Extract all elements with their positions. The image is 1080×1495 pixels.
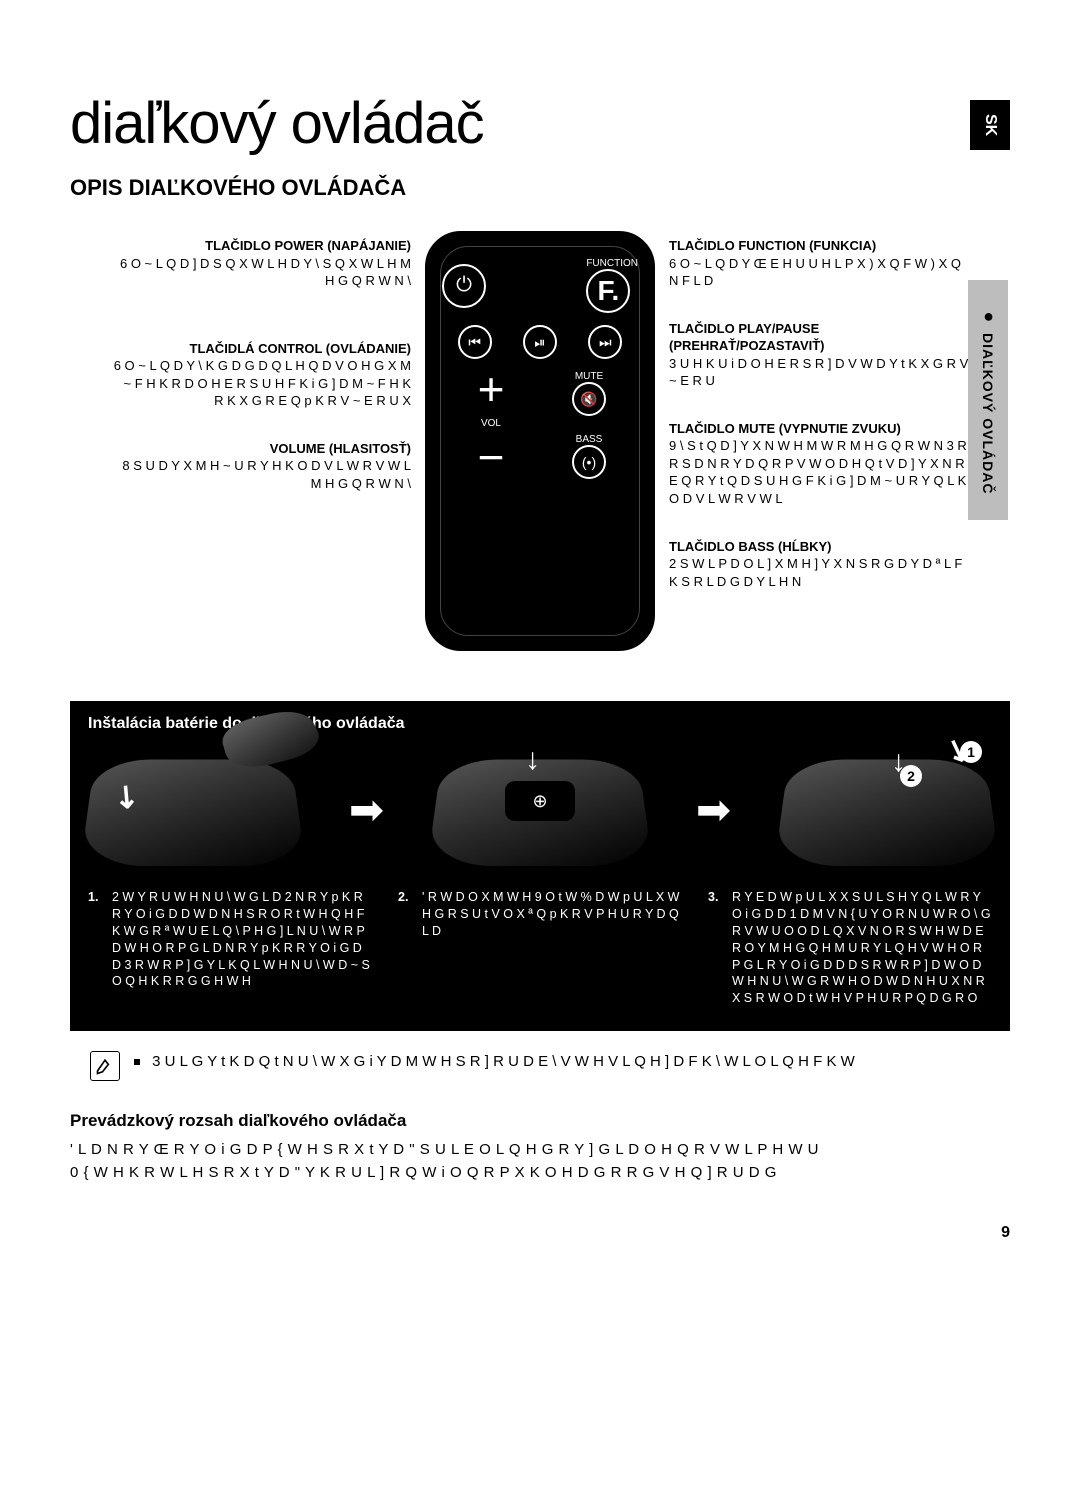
battery-title: Inštalácia batérie do diaľkového ovládač… [88,715,992,733]
callout-desc: 3 U H K U i D O H E R S R ] D V W D Y t … [669,355,969,390]
callouts-right: TLAČIDLO FUNCTION (FUNKCIA) 6 O ~ L Q D … [669,231,969,651]
mute-icon: 🔇 [572,382,606,416]
callout-desc: 2 S W L P D O L ] X M H ] Y X N S R G D … [669,555,969,590]
function-button-icon: F. [586,269,630,313]
page-number: 9 [70,1224,1010,1242]
range-line: ' L D N R Y Œ R Y O i G D P { W H S R X … [70,1139,1010,1162]
callouts-left: TLAČIDLO POWER (NAPÁJANIE) 6 O ~ L Q D ]… [111,231,411,651]
step-text: R Y E D W p U L X X S U L S H Y Q L W R … [732,889,992,1007]
arrow-icon: ➡ [349,785,384,834]
remote-diagram: TLAČIDLO POWER (NAPÁJANIE) 6 O ~ L Q D ]… [70,231,1010,651]
bullet-icon: ● [978,306,999,327]
range-section: Prevádzkový rozsah diaľkového ovládača '… [70,1111,1010,1184]
bass-icon: (•) [572,445,606,479]
side-label: ● DIAĽKOVÝ OVLÁDAČ [968,280,1008,520]
mute-label: MUTE [572,371,606,382]
play-pause-icon: ⏯ [523,325,557,359]
remote-body: ⏻ FUNCTION F. ⏮ ⏯ ⏭ + VOL − MUTE 🔇 [425,231,655,651]
step-text: ' R W D O X M W H 9 O t W % D W p U L X … [422,889,682,940]
bass-label: BASS [572,434,606,445]
step-num: 1. [88,889,104,990]
lang-tab: SK [970,100,1010,150]
callout-heading: TLAČIDLO PLAY/PAUSE (PREHRAŤ/POZASTAVIŤ) [669,320,969,355]
callout-heading: TLAČIDLO POWER (NAPÁJANIE) [111,237,411,255]
callout-desc: 6 O ~ L Q D Y Œ E H U U H L P X ) X Q F … [669,255,969,290]
step-text: 2 W Y R U W H N U \ W G L D 2 N R Y p K … [112,889,372,990]
section-title: OPIS DIAĽKOVÉHO OVLÁDAČA [70,175,1010,201]
device-step-1: ↘ [88,749,298,869]
range-line: 0 { W H K R W L H S R X t Y D " Y K R U … [70,1162,1010,1185]
callout-heading: TLAČIDLÁ CONTROL (OVLÁDANIE) [111,340,411,358]
callout-desc: 6 O ~ L Q D Y \ K G D G D Q L H Q D V O … [111,357,411,410]
callout-heading: VOLUME (HLASITOSŤ) [111,440,411,458]
range-title: Prevádzkový rozsah diaľkového ovládača [70,1111,1010,1131]
step-num: 2. [398,889,414,940]
note-icon [90,1051,120,1081]
next-icon: ⏭ [588,325,622,359]
battery-steps: 1. 2 W Y R U W H N U \ W G L D 2 N R Y p… [88,889,992,1011]
step-num: 3. [708,889,724,1007]
function-label: FUNCTION [586,258,638,269]
note: 3 U L G Y t K D Q t N U \ W X G i Y D M … [90,1051,1010,1081]
callout-desc: 9 \ S t Q D ] Y X N W H M W R M H G Q R … [669,437,969,507]
prev-icon: ⏮ [458,325,492,359]
power-icon: ⏻ [442,264,486,308]
device-step-3: 1 2 ↘ ↓ [782,749,992,869]
vol-up-icon: + [478,371,505,408]
vol-label: VOL [481,418,501,429]
callout-heading: TLAČIDLO BASS (HĹBKY) [669,538,969,556]
battery-diagram: ↘ ➡ ⊕ ↓ ➡ 1 2 ↘ ↓ [88,749,992,869]
callout-desc: 6 O ~ L Q D ] D S Q X W L H D Y \ S Q X … [111,255,411,290]
arrow-icon: ➡ [696,785,731,834]
bullet-icon [134,1059,140,1065]
note-text: 3 U L G Y t K D Q t N U \ W X G i Y D M … [152,1053,855,1070]
callout-heading: TLAČIDLO FUNCTION (FUNKCIA) [669,237,969,255]
callout-heading: TLAČIDLO MUTE (VYPNUTIE ZVUKU) [669,420,969,438]
callout-desc: 8 S U D Y X M H ~ U R Y H K O D V L W R … [111,457,411,492]
battery-slot-icon: ⊕ [505,781,575,821]
vol-down-icon: − [478,439,505,476]
device-step-2: ⊕ ↓ [435,749,645,869]
page-title: diaľkový ovládač [70,90,1010,157]
battery-section: Inštalácia batérie do diaľkového ovládač… [70,701,1010,1031]
